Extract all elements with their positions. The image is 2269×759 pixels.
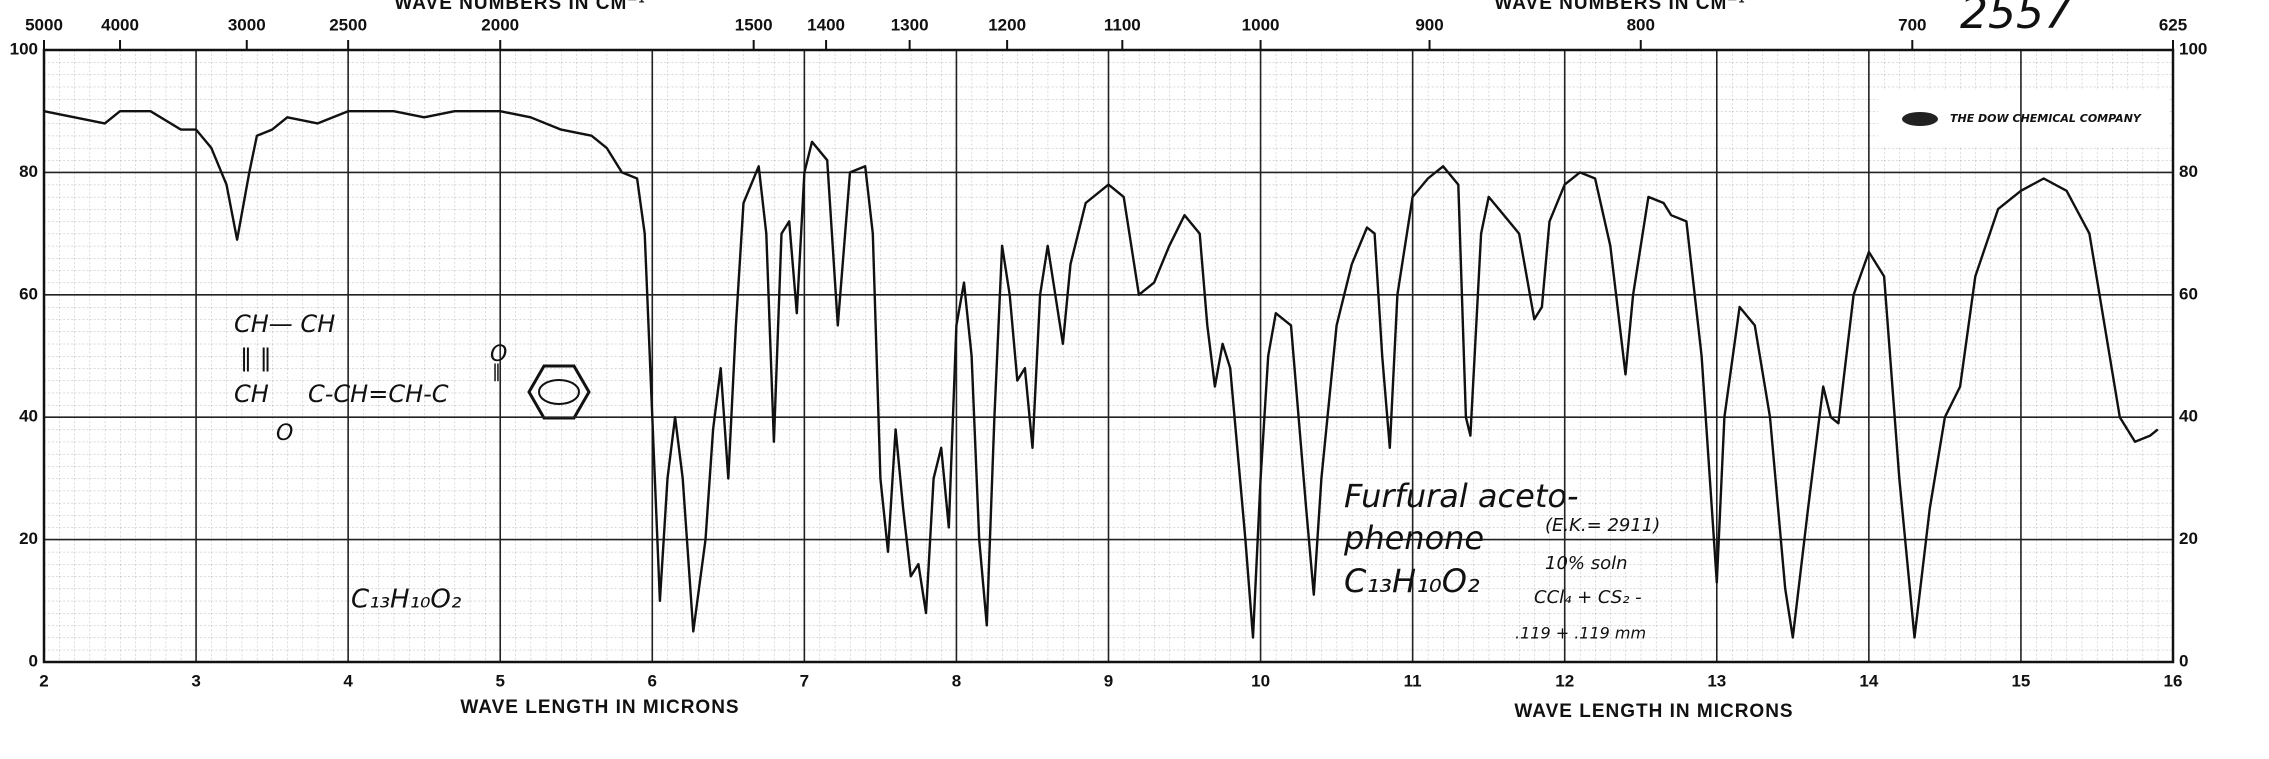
x-tick-label: 7 (800, 671, 809, 690)
annotation: THE DOW CHEMICAL COMPANY (1950, 112, 2142, 125)
x-tick-label: 10 (1251, 671, 1270, 690)
y-tick-label: 60 (19, 284, 38, 303)
x2-tick-label: 800 (1627, 15, 1655, 34)
annotation: 2557 (1960, 0, 2072, 39)
annotation: O (276, 421, 293, 446)
x-tick-label: 8 (952, 671, 961, 690)
annotation: (E.K.= 2911) (1545, 515, 1660, 536)
x-tick-label: 13 (1707, 671, 1726, 690)
y-tick-label: 80 (19, 162, 38, 181)
annotation: C-CH=CH-C (308, 380, 449, 408)
x-tick-label: 16 (2164, 671, 2183, 690)
x2-tick-label: 5000 (25, 15, 63, 34)
x2-tick-label: 2000 (481, 15, 519, 34)
annotation: O (490, 342, 507, 367)
plot-frame (42, 48, 2175, 664)
x-tick-label: 14 (1859, 671, 1878, 690)
x-tick-label: 6 (648, 671, 657, 690)
annotation: ‖ ‖ (240, 344, 272, 372)
x-axis-label: WAVE LENGTH IN MICRONS (1514, 701, 1793, 722)
y-tick-label: 0 (2179, 651, 2188, 670)
x-tick-label: 11 (1404, 671, 1422, 690)
x-tick-label: 9 (1104, 671, 1113, 690)
y-tick-label: 40 (2179, 407, 2198, 426)
annotation: CH (234, 380, 269, 408)
annotation: .119 + .119 mm (1515, 624, 1646, 643)
x2-tick-label: 2500 (329, 15, 367, 34)
x2-axis-label: WAVE NUMBERS IN CM⁻¹ (1494, 0, 1745, 14)
x2-tick-label: 900 (1415, 15, 1443, 34)
x-tick-label: 5 (495, 671, 504, 690)
logo-mark (1902, 112, 1938, 126)
y-tick-label: 100 (2179, 39, 2207, 58)
annotation: C₁₃H₁₀O₂ (1344, 562, 1480, 600)
x2-tick-label: 1300 (891, 15, 929, 34)
y-tick-label: 60 (2179, 284, 2198, 303)
x-tick-label: 3 (191, 671, 200, 690)
annotation: phenone (1343, 519, 1484, 557)
x2-tick-label: 1000 (1242, 15, 1280, 34)
x-axis-label: WAVE LENGTH IN MICRONS (460, 697, 739, 718)
y-tick-label: 100 (10, 39, 38, 58)
x2-tick-label: 1400 (807, 15, 845, 34)
y-tick-label: 80 (2179, 162, 2198, 181)
y-tick-label: 20 (2179, 529, 2198, 548)
x-tick-label: 12 (1555, 671, 1574, 690)
x2-tick-label: 625 (2159, 15, 2187, 34)
y-tick-label: 40 (19, 407, 38, 426)
x-tick-label: 2 (39, 671, 48, 690)
x2-tick-label: 1200 (988, 15, 1026, 34)
annotation: C₁₃H₁₀O₂ (351, 585, 461, 615)
x-tick-label: 15 (2011, 671, 2030, 690)
annotation: Furfural aceto- (1344, 477, 1578, 515)
y-tick-label: 0 (29, 651, 38, 670)
annotation: CH— CH (234, 310, 335, 338)
y-tick-label: 20 (19, 529, 38, 548)
x2-tick-label: 3000 (228, 15, 266, 34)
x2-tick-label: 4000 (101, 15, 139, 34)
annotation: 10% soln (1545, 553, 1628, 574)
annotation: ‖ (492, 361, 501, 382)
annotation: CCl₄ + CS₂ - (1534, 587, 1642, 608)
x2-tick-label: 1100 (1104, 15, 1141, 34)
benzene-ring-inner (538, 379, 580, 405)
x2-axis-label: WAVE NUMBERS IN CM⁻¹ (394, 0, 645, 14)
spectrum-line (43, 110, 2159, 639)
x2-tick-label: 700 (1898, 15, 1926, 34)
x-tick-label: 4 (343, 671, 353, 690)
x2-tick-label: 1500 (735, 15, 773, 34)
